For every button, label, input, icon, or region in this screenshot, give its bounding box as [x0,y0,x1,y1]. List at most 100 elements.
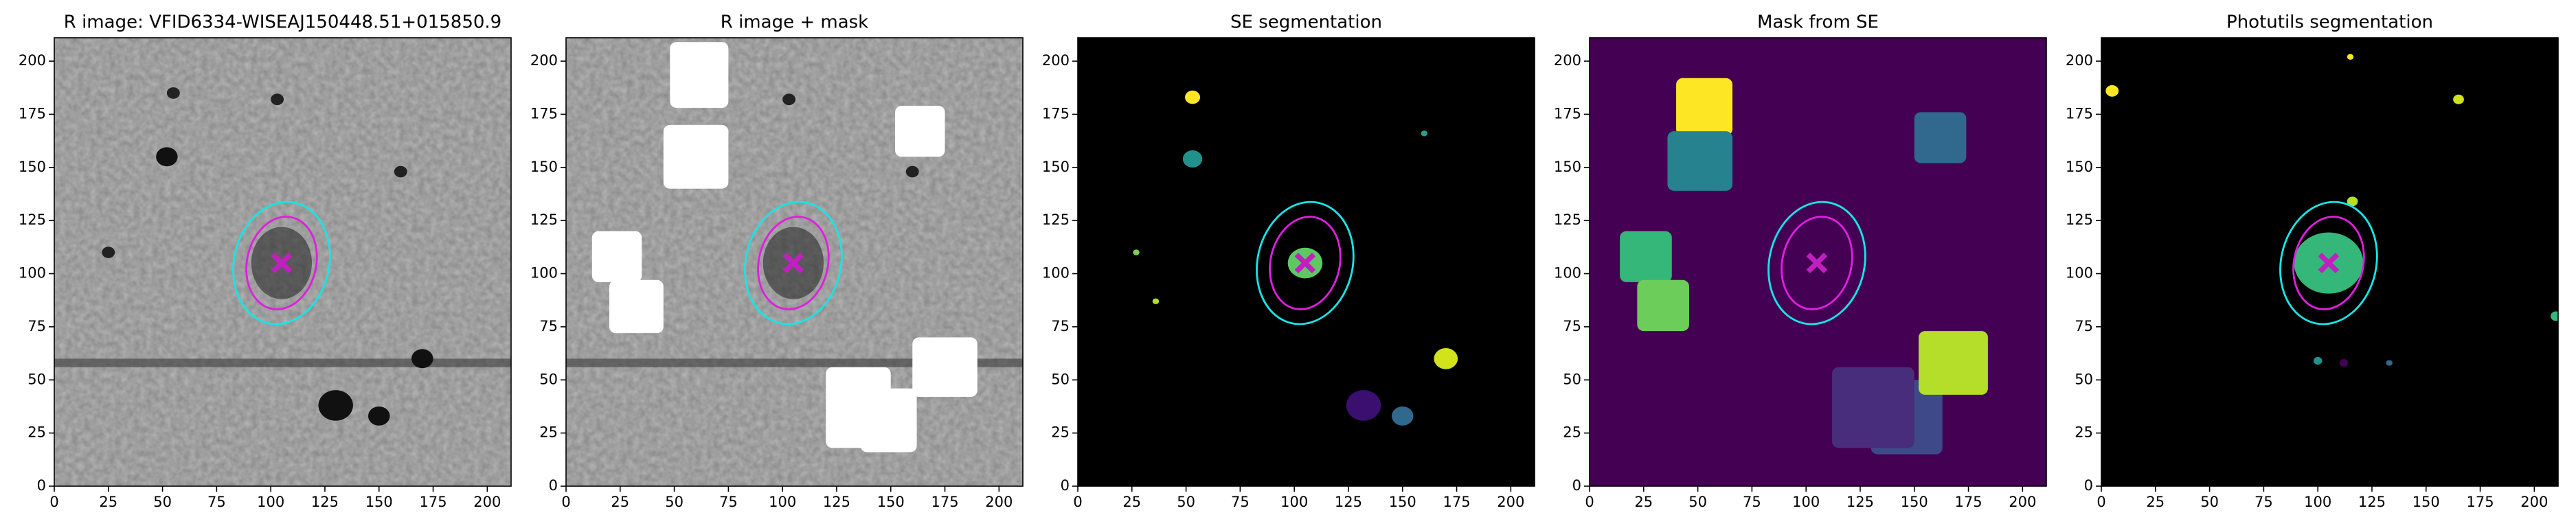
mask-region [912,337,978,398]
y-tick-label: 200 [2066,52,2093,69]
x-tick-label: 50 [1177,494,1195,510]
y-tick-label: 50 [1051,371,1070,387]
blob [2386,360,2393,366]
y-tick-label: 50 [539,371,558,387]
x-tick-label: 50 [665,494,683,510]
axes-frame [54,37,512,487]
blob [1133,249,1140,255]
x-tick-label: 100 [1792,494,1820,510]
x-tick-label: 200 [2520,494,2548,510]
blob [156,147,178,167]
mask-region [663,124,729,189]
x-tick-label: 175 [2466,494,2494,510]
y-tick-label: 50 [1563,371,1581,387]
image-content [54,38,511,486]
axes-frame [1077,37,1535,487]
y-tick-label: 25 [1051,424,1070,441]
aperture-outer [2279,201,2378,325]
y-tick-label: 100 [530,265,558,282]
x-tick-label: 100 [769,494,796,510]
x-tick-label: 175 [1443,494,1470,510]
blob [2453,94,2464,104]
x-tick-label: 150 [877,494,905,510]
y-tick-label: 0 [2084,477,2093,494]
y-tick-label: 50 [2075,371,2093,387]
mask-region [1914,112,1967,163]
y-tick-label: 0 [549,477,558,494]
streak [54,358,511,367]
y-tick-label: 50 [27,371,46,387]
x-tick-label: 50 [2200,494,2219,510]
x-tick-label: 75 [2255,494,2273,510]
blob [1185,90,1201,104]
x-tick-label: 150 [365,494,393,510]
center-marker [1294,253,1316,274]
mask-region [1831,367,1914,448]
x-tick-label: 25 [99,494,117,510]
panel-title: Photutils segmentation [2226,12,2433,33]
image-panel [2101,38,2558,486]
x-tick-label: 100 [1280,494,1308,510]
y-tick-label: 0 [37,477,46,494]
image-panel [54,38,511,486]
blob [394,165,407,178]
mask-region [609,279,664,334]
x-tick-label: 125 [823,494,850,510]
blob [166,87,180,99]
mask-region [1637,279,1689,332]
axes-frame [1589,37,2047,487]
y-tick-label: 100 [1554,265,1581,282]
x-tick-label: 100 [257,494,284,510]
axes-frame [565,37,1024,487]
aperture-inner [1781,216,1853,310]
y-tick-label: 75 [27,318,46,334]
y-tick-label: 125 [1554,211,1581,228]
blob [1421,130,1427,137]
x-tick-label: 175 [931,494,958,510]
y-tick-label: 200 [1554,52,1581,69]
y-tick-label: 100 [2066,265,2093,282]
x-tick-label: 25 [1122,494,1141,510]
y-tick-label: 175 [19,105,46,122]
axes-frame [2101,37,2559,487]
x-tick-label: 125 [1335,494,1362,510]
x-tick-label: 0 [49,494,58,510]
y-tick-label: 200 [1042,52,1070,69]
blob [1182,150,1203,168]
blob [2347,54,2354,60]
mask-region [895,106,945,157]
blob [368,406,390,426]
y-tick-label: 175 [1042,105,1070,122]
x-tick-label: 50 [1688,494,1707,510]
y-tick-label: 150 [2066,159,2093,175]
mask-region [591,231,642,282]
mask-region [1620,231,1672,282]
mask-region [1676,78,1733,136]
image-panel [1590,38,2046,486]
x-tick-label: 125 [2358,494,2386,510]
x-tick-label: 150 [1389,494,1416,510]
x-tick-label: 75 [1231,494,1250,510]
x-tick-label: 175 [1954,494,1982,510]
blob [411,349,433,369]
y-tick-label: 75 [539,318,558,334]
panel-title: SE segmentation [1230,12,1382,33]
x-tick-label: 25 [2146,494,2165,510]
aperture-inner [245,216,318,310]
image-content [2101,38,2558,486]
y-tick-label: 200 [530,52,558,69]
x-tick-label: 200 [2009,494,2036,510]
x-tick-label: 100 [2304,494,2331,510]
y-tick-label: 150 [1042,159,1070,175]
y-tick-label: 125 [530,211,558,228]
y-tick-label: 125 [19,211,46,228]
y-tick-label: 75 [1051,318,1070,334]
aperture-outer [1767,201,1866,325]
x-tick-label: 125 [311,494,339,510]
aperture-inner [2292,216,2365,310]
blob [1152,298,1160,304]
x-tick-label: 150 [1901,494,1928,510]
blob [1434,347,1458,369]
blob [2550,311,2558,321]
blob [1391,406,1414,426]
